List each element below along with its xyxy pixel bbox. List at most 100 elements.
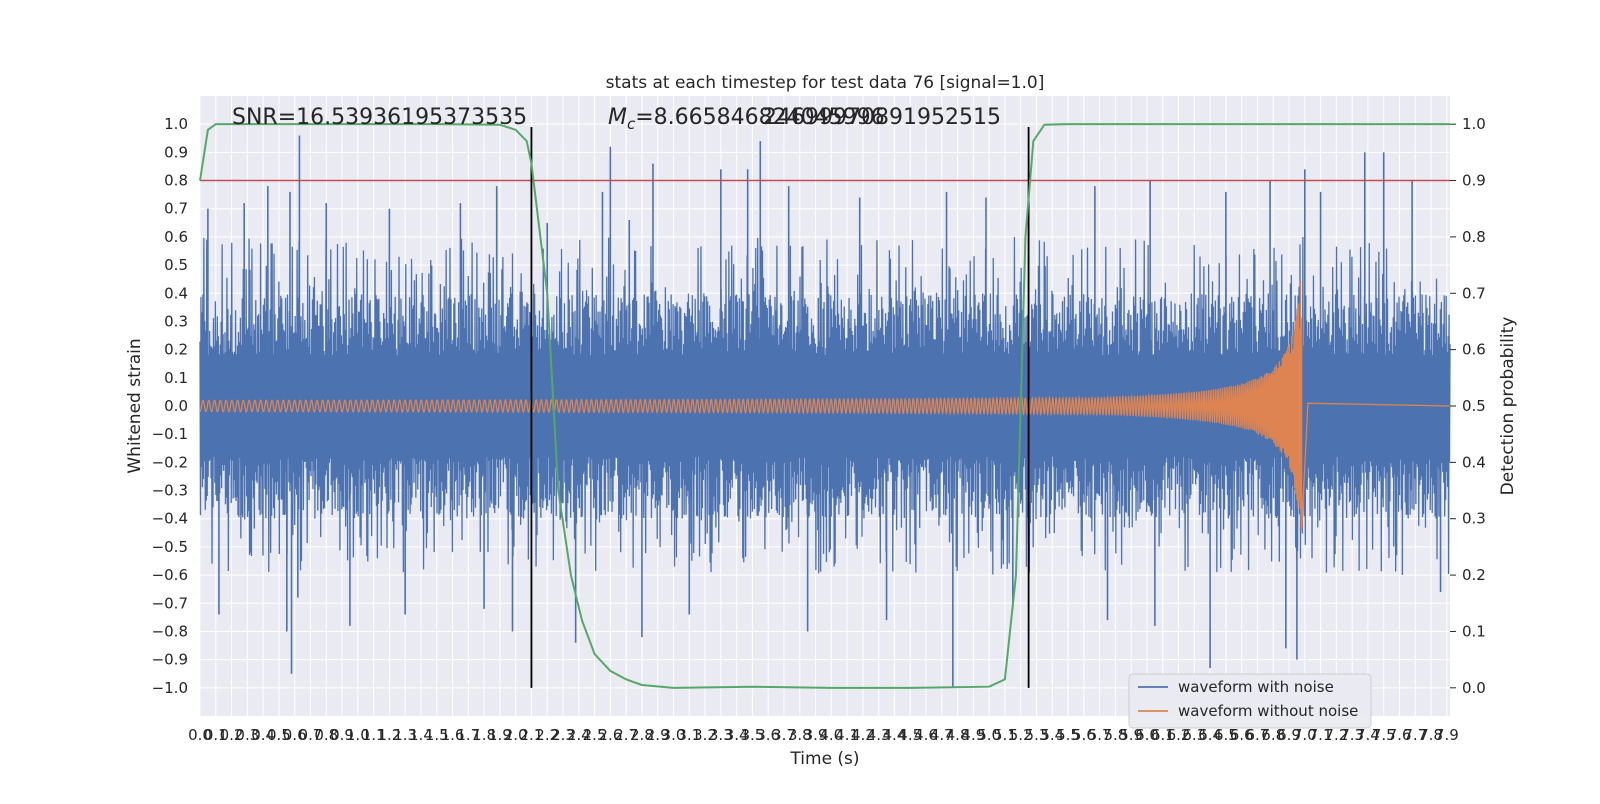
x-tick-label: 4.4 xyxy=(883,726,907,744)
x-tick-label: 7.1 xyxy=(1309,726,1333,744)
x-tick-label: 2.4 xyxy=(567,726,591,744)
left-y-tick-label: 0.7 xyxy=(164,200,188,218)
x-tick-label: 1.7 xyxy=(456,726,480,744)
x-tick-label: 2.3 xyxy=(551,726,575,744)
x-tick-label: 6.0 xyxy=(1135,726,1159,744)
x-tick-label: 1.9 xyxy=(488,726,512,744)
x-tick-label: 0.3 xyxy=(235,726,259,744)
x-tick-label: 6.7 xyxy=(1246,726,1270,744)
x-tick-label: 0.8 xyxy=(314,726,338,744)
clean-waveform-line xyxy=(199,280,1451,531)
legend: waveform with noise waveform without noi… xyxy=(1128,673,1372,729)
x-tick-label: 7.0 xyxy=(1293,726,1317,744)
x-tick-label: 3.1 xyxy=(677,726,701,744)
x-tick-label: 5.8 xyxy=(1103,726,1127,744)
left-y-tick-label: −0.5 xyxy=(152,538,188,556)
x-tick-label: 3.6 xyxy=(756,726,780,744)
left-y-tick-label: 0.3 xyxy=(164,312,188,330)
chirp-mass-annotation: Mc=8.665846824045996 24699970891952515 xyxy=(608,105,1001,133)
x-tick-label: 7.7 xyxy=(1403,726,1427,744)
x-tick-label: 4.2 xyxy=(851,726,875,744)
right-y-tick-label: 0.9 xyxy=(1462,172,1486,190)
x-tick-label: 2.6 xyxy=(598,726,622,744)
right-y-tick-label: 0.8 xyxy=(1462,228,1486,246)
x-tick-label: 7.9 xyxy=(1435,726,1459,744)
x-tick-label: 6.1 xyxy=(1151,726,1175,744)
x-tick-label: 2.2 xyxy=(535,726,559,744)
legend-label-noise: waveform with noise xyxy=(1178,678,1334,696)
left-y-tick-label: −0.7 xyxy=(152,594,188,612)
chirp-mass-subscript: c xyxy=(627,115,636,133)
x-tick-label: 7.8 xyxy=(1419,726,1443,744)
x-tick-label: 1.2 xyxy=(377,726,401,744)
x-tick-label: 1.0 xyxy=(346,726,370,744)
left-y-tick-label: −0.3 xyxy=(152,482,188,500)
x-tick-label: 0.7 xyxy=(299,726,323,744)
x-tick-label: 2.9 xyxy=(646,726,670,744)
x-tick-label: 0.1 xyxy=(204,726,228,744)
x-tick-label: 0.2 xyxy=(220,726,244,744)
left-y-tick-label: 1.0 xyxy=(164,115,188,133)
x-tick-label: 3.0 xyxy=(662,726,686,744)
x-tick-label: 5.2 xyxy=(1009,726,1033,744)
x-tick-label: 2.0 xyxy=(504,726,528,744)
svg-text:Mc=8.665846824045996: Mc=8.665846824045996 xyxy=(608,105,885,133)
x-tick-label: 5.7 xyxy=(1088,726,1112,744)
left-y-tick-label: 0.8 xyxy=(164,172,188,190)
x-ticks: 0.00.10.20.30.40.50.60.70.80.91.01.11.21… xyxy=(188,726,1459,744)
right-y-tick-label: 0.3 xyxy=(1462,510,1486,528)
x-tick-label: 0.0 xyxy=(188,726,212,744)
x-tick-label: 7.2 xyxy=(1324,726,1348,744)
x-tick-label: 0.4 xyxy=(251,726,275,744)
x-tick-label: 5.9 xyxy=(1119,726,1143,744)
right-y-tick-label: 0.6 xyxy=(1462,341,1486,359)
x-tick-label: 2.8 xyxy=(630,726,654,744)
right-y-tick-label: 0.2 xyxy=(1462,566,1486,584)
x-tick-label: 1.5 xyxy=(425,726,449,744)
x-tick-label: 3.7 xyxy=(772,726,796,744)
right-y-tick-label: 1.0 xyxy=(1462,115,1486,133)
right-y-tick-label: 0.5 xyxy=(1462,397,1486,415)
x-tick-label: 5.6 xyxy=(1072,726,1096,744)
x-tick-label: 0.5 xyxy=(267,726,291,744)
x-tick-label: 4.1 xyxy=(835,726,859,744)
left-y-tick-label: 0.1 xyxy=(164,369,188,387)
x-tick-label: 3.8 xyxy=(788,726,812,744)
x-tick-label: 6.3 xyxy=(1182,726,1206,744)
right-y-tick-label: 0.0 xyxy=(1462,679,1486,697)
x-tick-label: 7.3 xyxy=(1340,726,1364,744)
left-y-tick-label: 0.5 xyxy=(164,256,188,274)
x-tick-label: 6.6 xyxy=(1230,726,1254,744)
x-tick-label: 3.5 xyxy=(740,726,764,744)
x-tick-label: 4.9 xyxy=(961,726,985,744)
y-axis-label-right: Detection probability xyxy=(1498,317,1518,496)
left-y-tick-label: 0.9 xyxy=(164,143,188,161)
right-y-tick-label: 0.1 xyxy=(1462,622,1486,640)
right-y-tick-label: 0.7 xyxy=(1462,284,1486,302)
x-tick-label: 1.8 xyxy=(472,726,496,744)
x-tick-label: 6.2 xyxy=(1167,726,1191,744)
legend-box xyxy=(1128,673,1372,729)
right-y-ticks: 1.0 0.9 0.8 0.7 0.6 0.5 0.4 0.3 0.2 0.1 0.0 xyxy=(1450,115,1486,697)
x-axis-label: Time (s) xyxy=(789,749,859,769)
left-y-tick-label: −0.4 xyxy=(152,510,188,528)
x-tick-label: 4.7 xyxy=(930,726,954,744)
chirp-mass-overlap: 24699970891952515 xyxy=(763,105,1001,130)
x-tick-label: 3.9 xyxy=(804,726,828,744)
x-tick-label: 3.2 xyxy=(693,726,717,744)
x-tick-label: 4.6 xyxy=(914,726,938,744)
legend-label-clean: waveform without noise xyxy=(1178,702,1358,720)
x-tick-label: 4.3 xyxy=(867,726,891,744)
x-tick-label: 5.5 xyxy=(1056,726,1080,744)
chirp-mass-value: =8.665846824045996 xyxy=(635,105,884,130)
x-tick-label: 6.8 xyxy=(1261,726,1285,744)
x-tick-label: 5.0 xyxy=(977,726,1001,744)
x-tick-label: 0.6 xyxy=(283,726,307,744)
x-tick-label: 5.1 xyxy=(993,726,1017,744)
left-y-tick-label: 0.6 xyxy=(164,228,188,246)
x-tick-label: 6.5 xyxy=(1214,726,1238,744)
x-tick-label: 7.6 xyxy=(1388,726,1412,744)
left-y-tick-label: 0.0 xyxy=(164,397,188,415)
left-y-ticks: 1.0 0.9 0.8 0.7 0.6 0.5 0.4 0.3 0.2 0.1 0.0 −0.1 −0.… xyxy=(152,115,188,697)
